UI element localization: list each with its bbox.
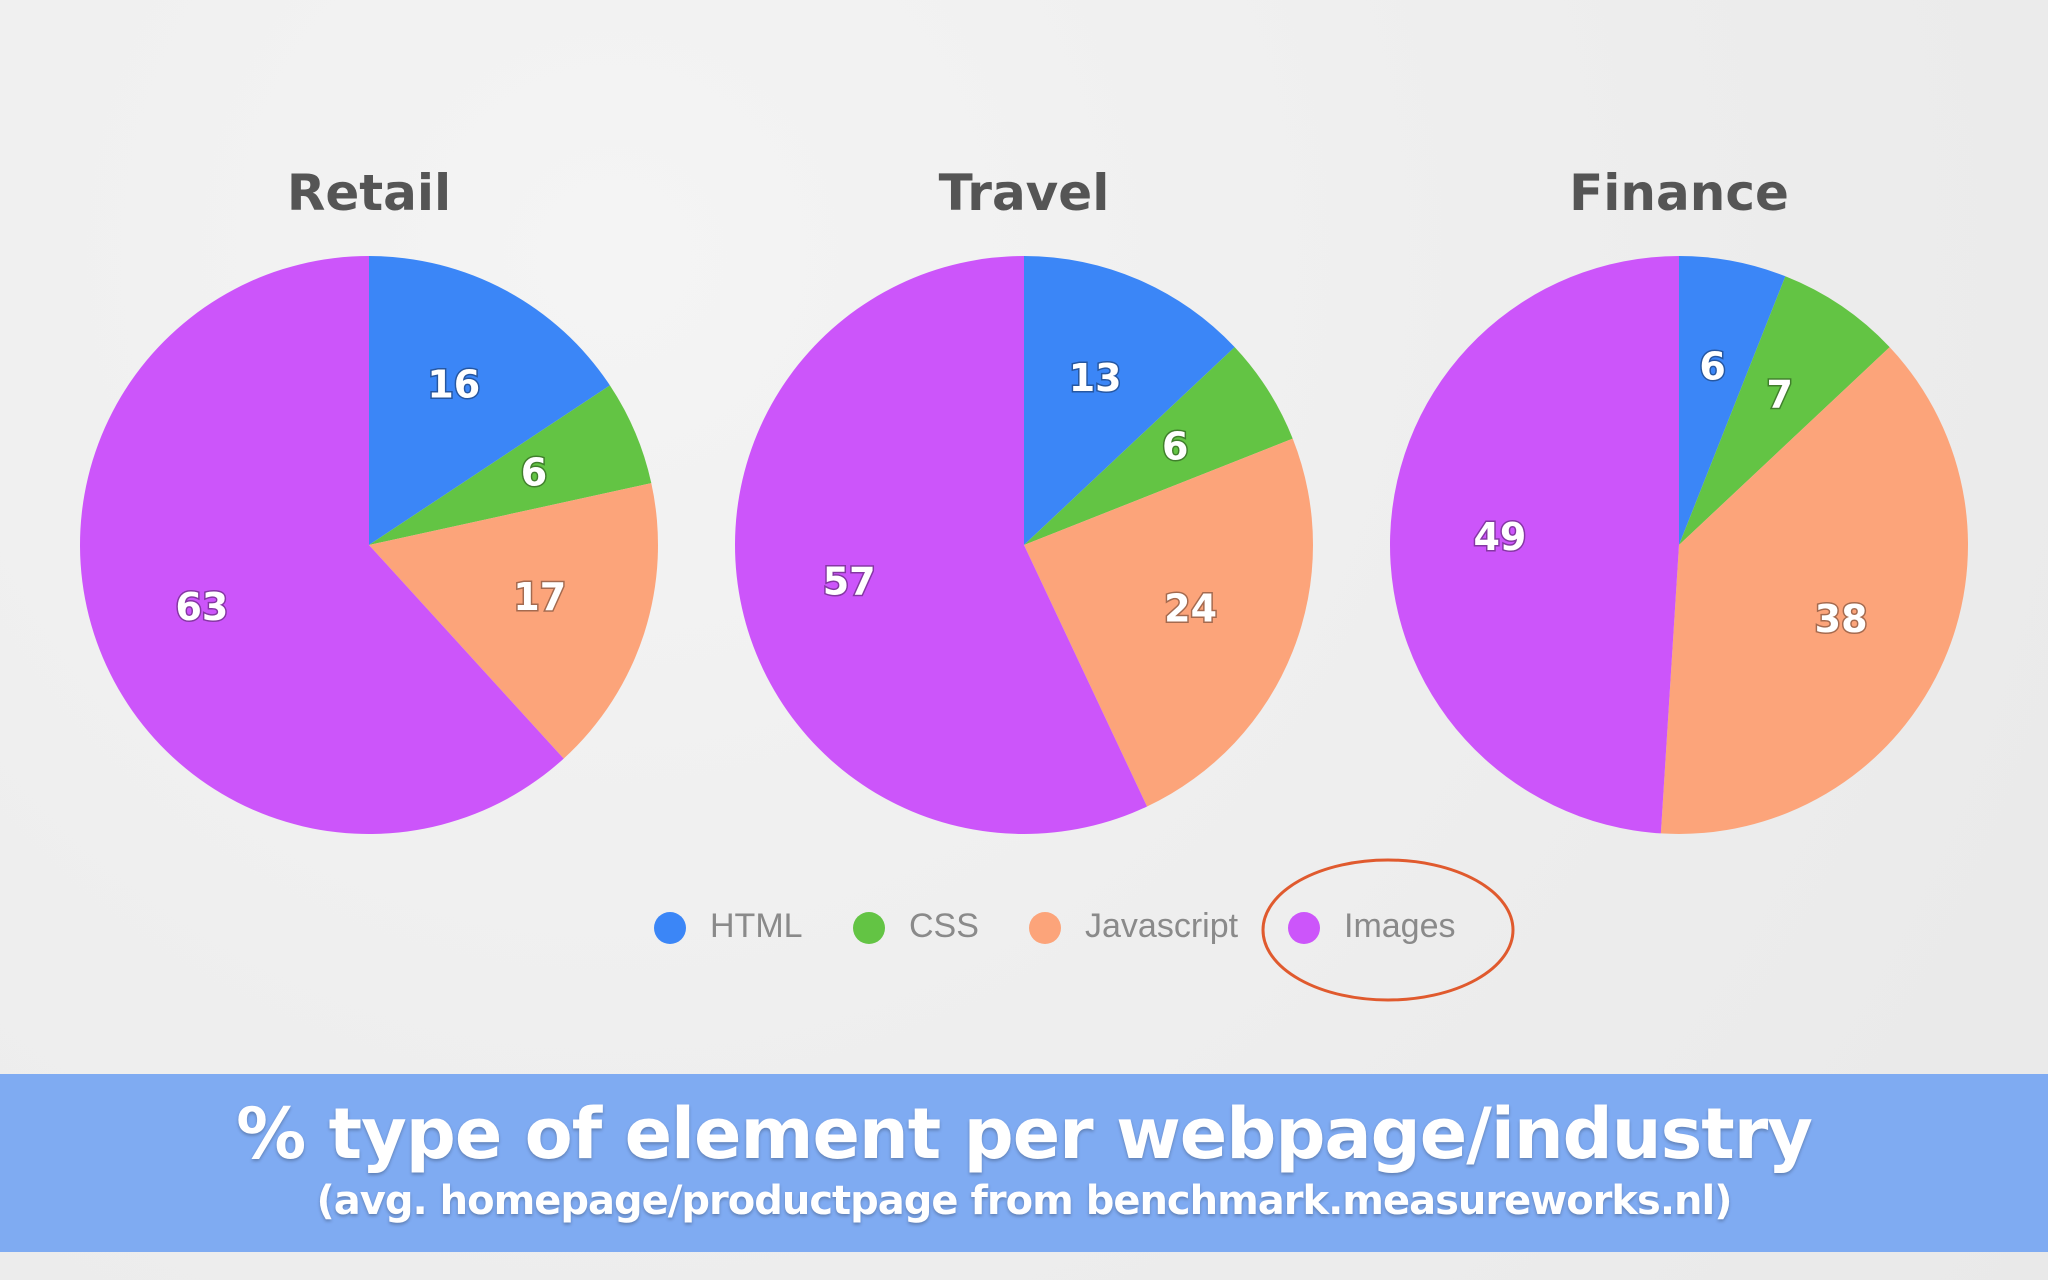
slice-value-label-html: 13 <box>1069 356 1122 400</box>
legend-swatch-javascript <box>1029 912 1061 944</box>
pie-slice-javascript <box>1024 438 1313 807</box>
legend-item-images: Images <box>1288 907 1456 945</box>
pie-slice-images <box>80 256 564 835</box>
slice-value-label-javascript: 17 <box>513 575 566 619</box>
slice-value-label-html: 16 <box>427 363 480 407</box>
caption-title: % type of element per webpage/industry <box>236 1093 1813 1175</box>
slice-value-label-images: 49 <box>1473 515 1526 559</box>
pie-chart-finance: Finance 67 38 49 <box>1389 164 1968 834</box>
pie-slice-images <box>1389 256 1679 834</box>
legend-item-javascript: Javascript <box>1029 907 1239 945</box>
slice-value-label-images: 57 <box>823 560 876 604</box>
slice-value-label-css: 6 <box>521 451 547 495</box>
chart-title: Finance <box>1569 164 1789 222</box>
caption-subtitle: (avg. homepage/productpage from benchmar… <box>316 1178 1733 1224</box>
legend-swatch-images <box>1288 912 1320 944</box>
slice-value-label-css: 7 <box>1766 372 1792 416</box>
slice-value-label-javascript: 24 <box>1164 586 1217 630</box>
legend-swatch-css <box>853 912 885 944</box>
legend: HTML CSS Javascript Images <box>654 858 1515 1002</box>
slice-value-label-css: 6 <box>1162 424 1188 468</box>
chart-title: Travel <box>939 164 1110 222</box>
pie-chart-travel: Travel 13 6 24 57 <box>734 164 1313 834</box>
legend-label-html: HTML <box>710 907 803 945</box>
legend-item-html: HTML <box>654 907 803 945</box>
slice-value-label-html: 6 <box>1699 344 1725 388</box>
pie-slice-html <box>1024 256 1235 545</box>
pie-slice-html <box>369 256 610 545</box>
pie-slice-images <box>734 256 1148 834</box>
chart-title: Retail <box>287 164 451 222</box>
pie-slice-javascript <box>1660 347 1968 834</box>
legend-item-css: CSS <box>853 907 979 945</box>
slice-value-label-images: 63 <box>175 585 228 629</box>
pie-slice-css <box>1024 347 1293 545</box>
pie-chart-retail: Retail 16 6 17 63 <box>80 164 658 835</box>
pie-slice-css <box>369 385 652 545</box>
pie-slice-javascript <box>369 483 658 759</box>
pie-slice-css <box>1679 276 1890 545</box>
legend-swatch-html <box>654 912 686 944</box>
legend-label-css: CSS <box>909 907 979 945</box>
slice-value-label-javascript: 38 <box>1815 597 1868 641</box>
pie-slice-html <box>1679 256 1786 545</box>
legend-label-javascript: Javascript <box>1085 907 1239 945</box>
highlight-circle <box>1261 858 1515 1002</box>
legend-label-images: Images <box>1344 907 1456 945</box>
caption-banner: % type of element per webpage/industry (… <box>0 1074 2048 1252</box>
